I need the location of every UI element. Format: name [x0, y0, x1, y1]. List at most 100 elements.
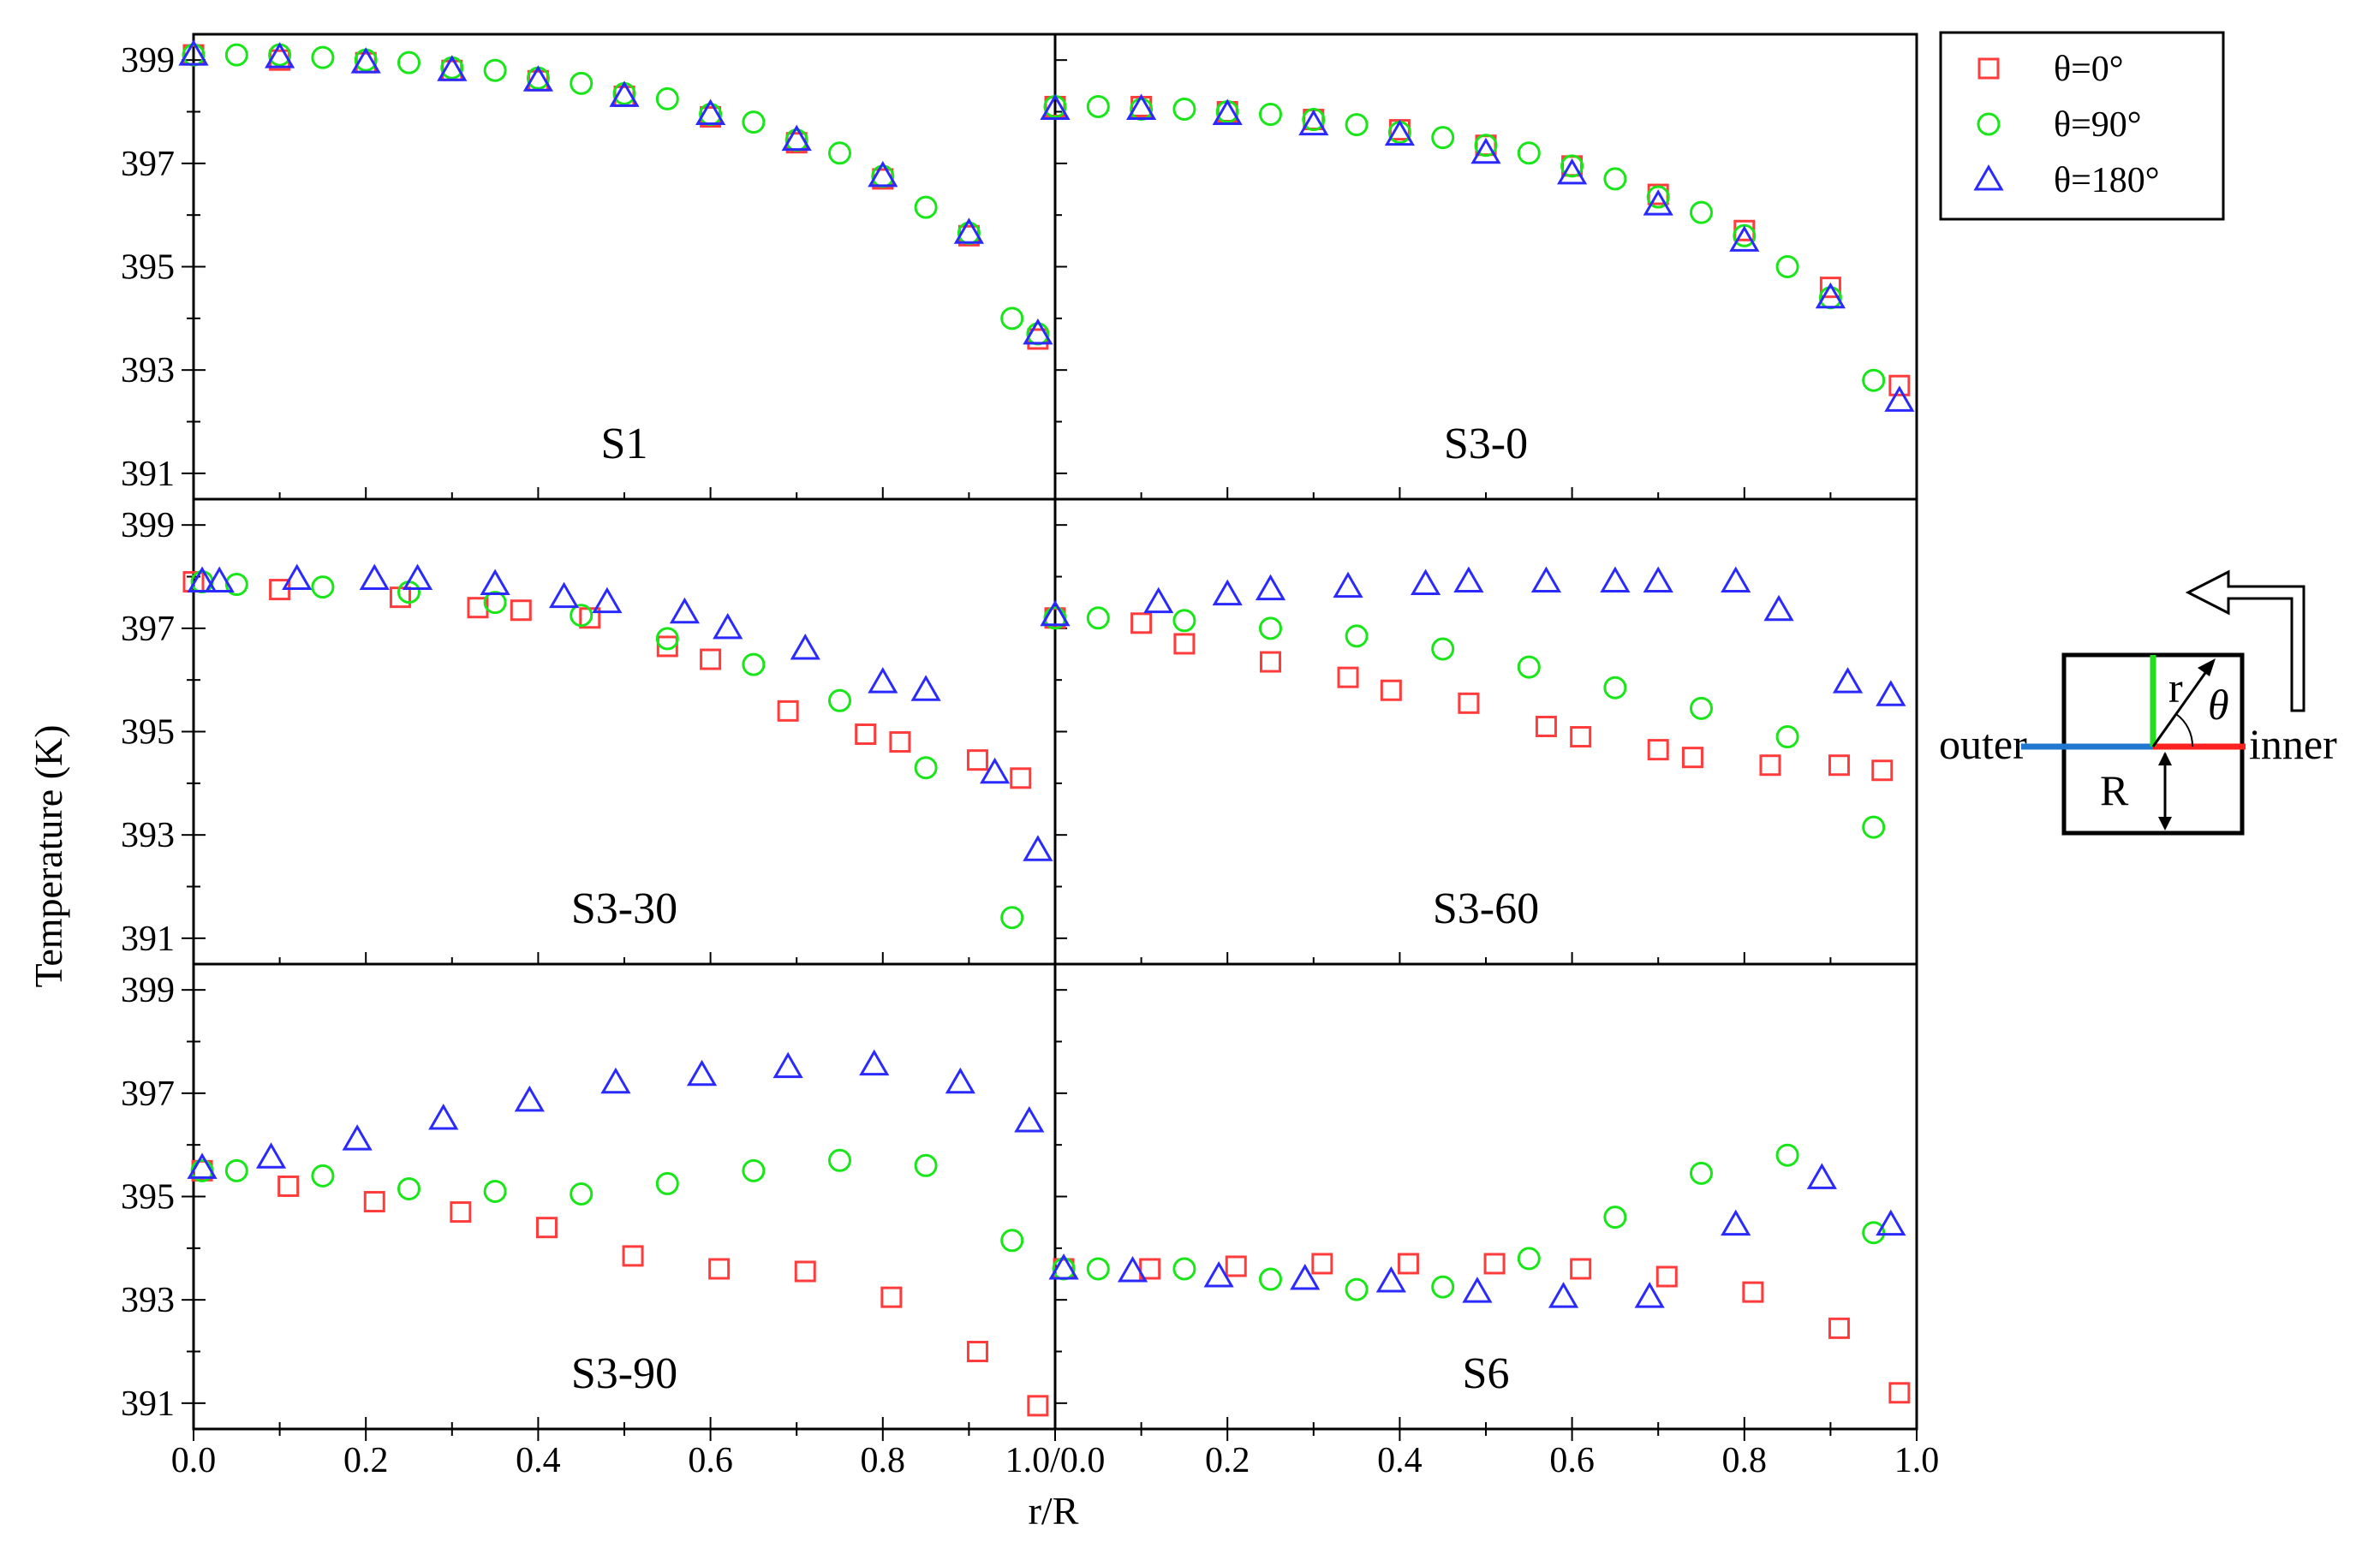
data-point [1775, 1143, 1799, 1167]
data-point [204, 566, 235, 593]
panel-label: S3-60 [1433, 884, 1539, 933]
data-point [1763, 594, 1794, 622]
data-point [1862, 368, 1886, 392]
data-point [742, 652, 766, 676]
data-point [1000, 1229, 1024, 1253]
data-point [1259, 616, 1282, 640]
data-point [1690, 200, 1713, 224]
data-point [777, 700, 799, 722]
data-point [1655, 1265, 1678, 1288]
data-point [1535, 715, 1557, 737]
inset-R-arrowhead-bottom [2158, 817, 2172, 831]
data-point [945, 1067, 975, 1094]
series-triangle [187, 1049, 1045, 1179]
data-point [979, 757, 1011, 784]
data-point [1570, 726, 1592, 748]
data-point [790, 633, 820, 660]
data-point [1806, 1163, 1837, 1189]
y-tick-label: 393 [121, 816, 175, 855]
legend-marker-square [1977, 57, 2000, 80]
data-point [277, 1175, 300, 1197]
data-point [450, 1201, 472, 1224]
data-point [548, 581, 580, 609]
data-point [1086, 606, 1110, 630]
data-point [1453, 566, 1484, 593]
series-circle [1043, 606, 1886, 839]
series-triangle [178, 39, 1053, 345]
panel-label: S6 [1463, 1349, 1510, 1398]
y-tick-label: 393 [121, 351, 175, 390]
y-tick-label: 395 [121, 248, 175, 288]
data-point [224, 1158, 248, 1182]
data-point [1172, 609, 1196, 633]
data-point [342, 1124, 373, 1151]
data-point [483, 591, 507, 615]
data-point [1126, 93, 1157, 120]
x-tick-label: 0.0 [171, 1441, 217, 1480]
x-tick-label: 0.4 [516, 1441, 561, 1480]
data-point [1517, 141, 1541, 165]
y-tick-label: 395 [121, 713, 175, 753]
data-point [483, 58, 507, 82]
data-point [1290, 1264, 1321, 1290]
data-point [828, 1148, 851, 1172]
data-point [522, 65, 553, 92]
inset-diagram: r θ outer inner R [1939, 569, 2337, 836]
y-tick-label: 399 [121, 41, 175, 80]
data-point [1483, 1253, 1506, 1275]
data-point [708, 1258, 731, 1280]
data-point [1733, 223, 1757, 247]
data-point [1681, 747, 1703, 769]
data-point [622, 1245, 644, 1267]
data-point [868, 667, 898, 694]
data-point [1742, 1281, 1764, 1303]
data-point [656, 635, 678, 658]
legend-marker-circle [1977, 112, 2001, 136]
data-point [1634, 1282, 1665, 1308]
data-point [1871, 759, 1894, 782]
data-point [1690, 1161, 1713, 1185]
y-tick-label: 391 [121, 920, 175, 959]
data-point [535, 1217, 558, 1239]
data-point [1337, 666, 1359, 688]
data-point [1225, 1255, 1247, 1277]
data-point [828, 141, 851, 165]
data-point [397, 1176, 421, 1200]
data-point [1345, 113, 1369, 137]
data-point [1828, 1317, 1850, 1339]
data-point [1721, 566, 1751, 593]
data-point [772, 1051, 803, 1079]
series-circle [190, 1148, 1024, 1253]
data-point [655, 1171, 679, 1195]
x-axis-title: r/R [1029, 1489, 1079, 1533]
data-point [742, 1158, 766, 1182]
data-point [311, 1164, 335, 1188]
data-point [1023, 835, 1053, 861]
x-tick-label: 0.8 [861, 1441, 906, 1480]
y-tick-label: 399 [121, 971, 175, 1010]
data-point [742, 110, 766, 134]
data-point [1862, 815, 1886, 839]
data-point [1345, 1277, 1369, 1301]
data-point [1557, 158, 1588, 185]
y-tick-label: 391 [121, 455, 175, 494]
series-circle [1043, 94, 1886, 392]
data-point [350, 47, 381, 74]
data-point [397, 51, 421, 74]
x-tick-label: 1.0/0.0 [1005, 1441, 1106, 1480]
series-square [1044, 607, 1894, 782]
data-point [1884, 385, 1915, 412]
data-point [1876, 1209, 1906, 1236]
data-point [781, 124, 812, 152]
panel-s6: S6 [1048, 962, 1918, 1441]
data-point [1023, 318, 1053, 345]
data-point [609, 80, 640, 107]
data-point [1775, 725, 1799, 749]
panel-label: S1 [601, 420, 648, 468]
data-point [1010, 767, 1032, 789]
data-point [1819, 277, 1841, 299]
data-point [700, 648, 722, 670]
series-triangle [1040, 93, 1915, 412]
inset-theta-label: θ [2208, 681, 2229, 729]
